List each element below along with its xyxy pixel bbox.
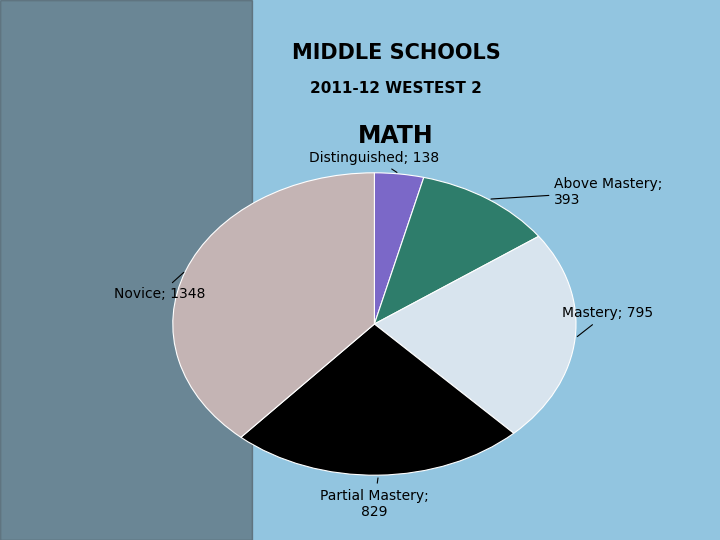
Wedge shape: [173, 173, 374, 437]
Wedge shape: [374, 237, 576, 433]
Text: Mastery; 795: Mastery; 795: [562, 306, 653, 336]
Text: MATH: MATH: [358, 124, 434, 148]
Wedge shape: [374, 178, 539, 324]
Wedge shape: [374, 173, 424, 324]
Text: Distinguished; 138: Distinguished; 138: [310, 151, 439, 172]
Text: 2011-12 WESTEST 2: 2011-12 WESTEST 2: [310, 81, 482, 96]
Text: MIDDLE SCHOOLS: MIDDLE SCHOOLS: [292, 43, 500, 63]
Text: Novice; 1348: Novice; 1348: [114, 272, 205, 301]
Text: Above Mastery;
393: Above Mastery; 393: [491, 177, 663, 207]
Text: Partial Mastery;
829: Partial Mastery; 829: [320, 478, 429, 519]
Wedge shape: [241, 324, 514, 475]
Bar: [0, 0, 252, 540]
